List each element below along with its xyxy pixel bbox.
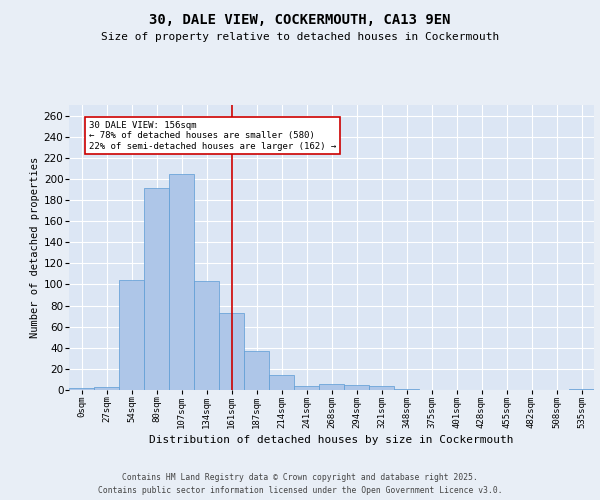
X-axis label: Distribution of detached houses by size in Cockermouth: Distribution of detached houses by size … — [149, 434, 514, 445]
Bar — [169, 174, 194, 390]
Bar — [94, 387, 119, 390]
Bar — [69, 388, 94, 390]
Bar — [219, 313, 244, 390]
Text: Contains public sector information licensed under the Open Government Licence v3: Contains public sector information licen… — [98, 486, 502, 495]
Bar — [394, 389, 419, 390]
Text: Contains HM Land Registry data © Crown copyright and database right 2025.: Contains HM Land Registry data © Crown c… — [122, 472, 478, 482]
Text: 30, DALE VIEW, COCKERMOUTH, CA13 9EN: 30, DALE VIEW, COCKERMOUTH, CA13 9EN — [149, 12, 451, 26]
Bar — [144, 188, 169, 390]
Bar — [294, 386, 319, 390]
Bar — [244, 351, 269, 390]
Text: Size of property relative to detached houses in Cockermouth: Size of property relative to detached ho… — [101, 32, 499, 42]
Bar — [319, 384, 344, 390]
Text: 30 DALE VIEW: 156sqm
← 78% of detached houses are smaller (580)
22% of semi-deta: 30 DALE VIEW: 156sqm ← 78% of detached h… — [89, 121, 336, 150]
Bar — [194, 282, 219, 390]
Bar — [569, 389, 594, 390]
Bar — [369, 386, 394, 390]
Y-axis label: Number of detached properties: Number of detached properties — [29, 157, 40, 338]
Bar — [269, 375, 294, 390]
Bar — [119, 280, 144, 390]
Bar — [344, 384, 369, 390]
